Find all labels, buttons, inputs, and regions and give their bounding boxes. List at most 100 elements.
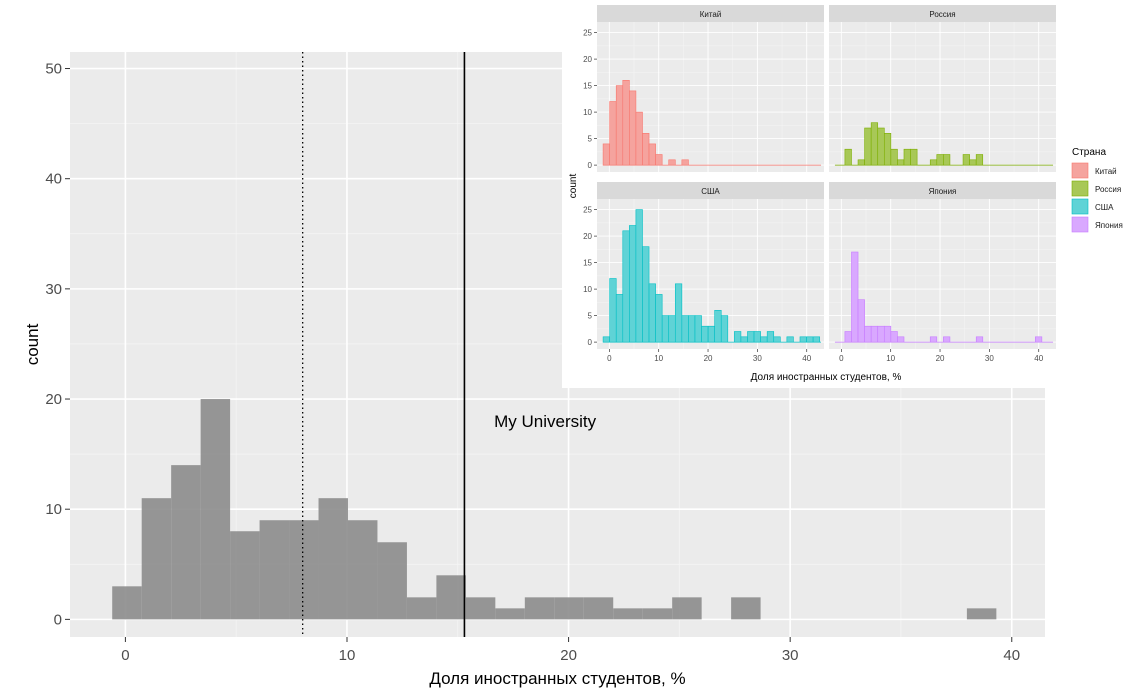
main-y-tick-label: 10 (45, 501, 62, 518)
main-bar (347, 520, 378, 620)
facet-bar (851, 251, 859, 343)
main-y-tick-label: 30 (45, 281, 62, 298)
facet-bar (694, 315, 702, 343)
inset-y-tick-label: 0 (588, 161, 593, 170)
facet-strip-label: Россия (929, 10, 955, 19)
facet-bar (681, 315, 689, 343)
main-y-tick-label: 50 (45, 61, 62, 78)
facet-bar (844, 148, 852, 166)
facet-bar (910, 148, 918, 166)
inset-y-axis-label: count (568, 174, 579, 199)
facet-bar (883, 325, 892, 343)
facet-bar (975, 154, 984, 166)
facet-bar (747, 331, 755, 343)
facet-Япония: Япония (829, 182, 1056, 349)
main-bar (731, 597, 761, 620)
facet-bar (786, 336, 794, 343)
inset-y-tick-label: 5 (588, 312, 593, 321)
facet-strip (597, 182, 824, 199)
legend-key (1071, 180, 1089, 197)
facet-bar (655, 294, 663, 343)
main-reference-lines (302, 52, 466, 637)
inset-x-tick-label: 20 (704, 354, 713, 363)
main-y-tick-label: 40 (45, 171, 62, 188)
facet-bar (753, 331, 761, 343)
main-x-tick-label: 20 (560, 647, 577, 664)
main-bar (230, 531, 260, 620)
main-bar (289, 520, 319, 620)
inset-y-tick-label: 25 (583, 29, 592, 38)
main-x-tick-label: 10 (339, 647, 356, 664)
facet-bar (943, 336, 951, 343)
facet-bar (929, 159, 938, 166)
facet-bar (812, 336, 820, 343)
facet-bar (688, 315, 696, 343)
main-bar (377, 542, 407, 620)
facet-bar (602, 336, 610, 343)
facet-bar (760, 336, 768, 343)
facet-bar (1034, 336, 1043, 343)
facet-strip (597, 5, 824, 22)
main-bar (524, 597, 555, 620)
inset-axes: 0 5 10 15 20 25 0 5 10 15 20 25 0 10 20 30 40 0 10 20 30 40 (583, 29, 1044, 363)
facet-bar (766, 331, 775, 343)
facet-bar (701, 325, 709, 343)
facet-bar (890, 148, 898, 166)
inset-y-tick-label: 10 (583, 285, 592, 294)
legend-label: США (1095, 203, 1114, 212)
facet-strip-label: США (701, 187, 720, 196)
facet-bar (969, 159, 977, 166)
facet-panel (829, 22, 1056, 172)
facet-panel (829, 199, 1056, 349)
facet-bar (877, 325, 885, 343)
facet-bar (707, 325, 715, 343)
inset-y-tick-label: 25 (583, 206, 592, 215)
main-x-tick-label: 40 (1003, 647, 1020, 664)
facet-bar (648, 283, 656, 343)
facet-США: США (597, 182, 824, 349)
main-y-tick-label: 0 (54, 611, 62, 628)
main-y-axis-label: count (23, 323, 42, 365)
facet-bar (615, 85, 624, 166)
facet-bar (870, 122, 879, 166)
legend-key (1071, 216, 1089, 233)
inset-legend: Страна Китай Россия США Япония (1071, 147, 1123, 233)
legend-label: Япония (1095, 221, 1123, 230)
main-bar (465, 597, 496, 620)
facet-strip (829, 5, 1056, 22)
facet-bar (903, 148, 911, 166)
facet-bar (655, 154, 663, 166)
facet-bar (864, 127, 872, 166)
inset-y-tick-label: 5 (588, 135, 593, 144)
inset-faceted-histogram: Китай Россия США Япония 0 5 10 15 20 25 0 5 10 15 20 2… (562, 0, 1147, 388)
facet-bar (622, 230, 630, 343)
main-bar (171, 465, 201, 620)
inset-x-tick-label: 0 (607, 354, 612, 363)
legend-label: Россия (1095, 185, 1121, 194)
facet-bar (609, 101, 617, 166)
facet-bar (897, 159, 905, 166)
inset-x-tick-label: 10 (654, 354, 663, 363)
inset-x-tick-label: 30 (985, 354, 994, 363)
facet-bar (870, 325, 879, 343)
facet-bar (602, 143, 610, 166)
main-bar (642, 608, 673, 620)
facet-bar (615, 294, 624, 343)
facet-bar (799, 336, 807, 343)
main-y-tick-label: 20 (45, 391, 62, 408)
facet-bar (674, 283, 683, 343)
facet-bar (740, 336, 748, 343)
main-bar (318, 498, 348, 620)
facet-strip-label: Китай (700, 10, 722, 19)
inset-x-tick-label: 40 (802, 354, 811, 363)
facet-Китай: Китай (597, 5, 824, 172)
facet-bar (629, 225, 637, 343)
facet-bar (844, 331, 852, 343)
facet-bar (883, 133, 892, 166)
facet-bar (642, 246, 650, 343)
main-bar (112, 586, 142, 620)
facet-bar (648, 143, 656, 166)
facet-bar (890, 331, 898, 343)
facet-strip (829, 182, 1056, 199)
